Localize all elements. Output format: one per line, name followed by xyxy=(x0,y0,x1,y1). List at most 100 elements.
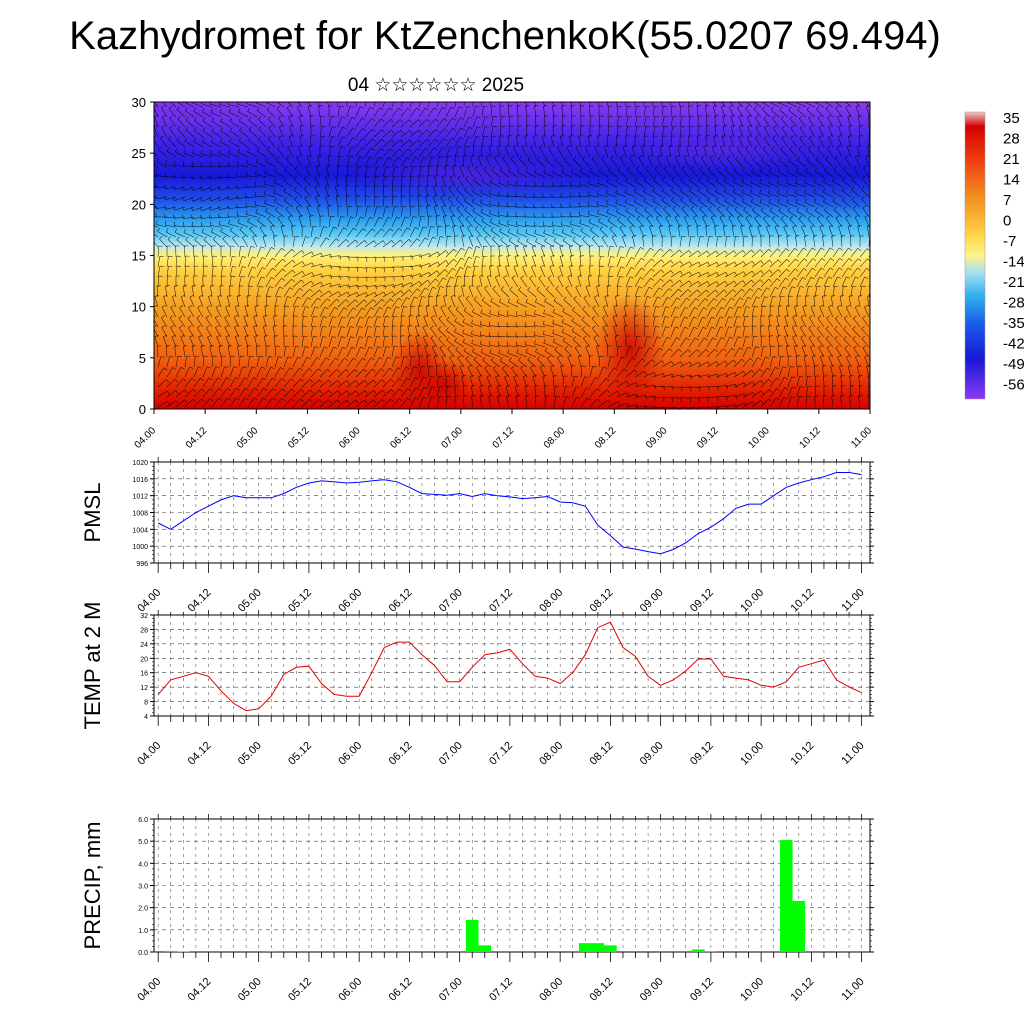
wind-barb-feather xyxy=(160,135,164,139)
wind-barb xyxy=(841,247,849,258)
wind-barb-feather xyxy=(585,285,590,288)
wind-barb xyxy=(391,239,401,248)
wind-barb xyxy=(211,245,213,258)
wind-barb xyxy=(184,366,190,378)
wind-barb-feather xyxy=(360,216,365,219)
wind-barb xyxy=(760,296,765,308)
wind-barb-feather xyxy=(690,165,694,170)
wind-barb-feather xyxy=(483,135,488,138)
wind-barb xyxy=(215,307,222,318)
wind-barb xyxy=(498,345,510,348)
wind-barb xyxy=(742,381,753,388)
wind-barb-feather xyxy=(297,105,302,108)
wind-barb-feather xyxy=(825,156,829,160)
wind-barb-feather xyxy=(350,326,355,328)
wind-barb xyxy=(229,366,234,378)
wind-barb xyxy=(527,159,537,168)
wind-barb-feather xyxy=(164,195,166,200)
wind-barb xyxy=(634,180,645,188)
wind-barb xyxy=(716,169,726,178)
wind-barb-feather xyxy=(242,266,247,268)
wind-barb-feather xyxy=(586,397,591,401)
wind-barb-feather xyxy=(515,385,520,387)
wind-barb-feather xyxy=(853,165,857,169)
wind-barb-feather xyxy=(340,216,345,218)
wind-barb-feather xyxy=(185,126,189,130)
wind-barb-feather xyxy=(523,375,527,377)
wind-barb-feather xyxy=(273,315,278,317)
wind-barb-feather xyxy=(532,255,537,257)
wind-barb xyxy=(732,191,744,198)
wind-barb xyxy=(661,190,672,198)
wind-barb-feather xyxy=(309,379,313,383)
wind-barb xyxy=(415,336,420,348)
wind-barb-feather xyxy=(656,215,660,218)
wind-barb-feather xyxy=(376,325,381,328)
wind-barb-feather xyxy=(714,115,719,117)
wind-barb xyxy=(430,327,438,338)
wind-barb xyxy=(579,102,582,108)
wind-barb xyxy=(814,286,818,298)
wind-barb-feather xyxy=(261,276,266,279)
wind-barb xyxy=(382,389,392,398)
wind-barb-feather xyxy=(440,96,444,97)
wind-barb xyxy=(670,374,682,378)
wind-barb xyxy=(572,339,582,348)
wind-barb xyxy=(373,316,378,328)
wind-barb xyxy=(220,397,228,408)
wind-barb xyxy=(868,385,870,398)
wind-barb-feather xyxy=(787,207,791,212)
wind-barb xyxy=(373,326,377,338)
wind-barb xyxy=(391,228,399,238)
wind-barb xyxy=(479,386,483,398)
wind-barb-feather xyxy=(219,102,221,105)
wind-barb-feather xyxy=(690,235,695,238)
wind-barb-feather xyxy=(830,258,835,261)
wind-barb-feather xyxy=(571,317,575,322)
wind-barb xyxy=(265,388,274,398)
wind-barb xyxy=(445,137,453,148)
wind-barb xyxy=(826,147,834,158)
wind-barb xyxy=(688,271,699,278)
wind-barb-feather xyxy=(355,390,359,395)
wind-barb-feather xyxy=(468,116,473,120)
wind-barb xyxy=(679,374,691,378)
wind-barb-feather xyxy=(851,176,856,180)
wind-barb xyxy=(225,336,231,348)
wind-barb xyxy=(557,277,564,288)
wind-barb xyxy=(668,146,672,158)
wind-barb xyxy=(534,106,537,118)
wind-barb xyxy=(220,121,231,128)
wind-barb xyxy=(688,396,700,399)
wind-barb xyxy=(201,246,204,258)
wind-barb xyxy=(201,153,213,158)
wind-barb xyxy=(427,261,438,268)
wind-barb-feather xyxy=(487,275,492,277)
wind-barb xyxy=(526,126,528,138)
wind-barb xyxy=(688,236,692,248)
wind-barb-feather xyxy=(473,356,477,360)
wind-barb-feather xyxy=(535,237,538,242)
wind-barb xyxy=(748,226,753,238)
wind-barb-feather xyxy=(281,247,285,251)
wind-barb-feather xyxy=(161,115,166,118)
wind-barb xyxy=(535,301,546,308)
wind-barb xyxy=(751,296,757,308)
wind-barb xyxy=(684,216,690,228)
wind-barb-feather xyxy=(811,355,816,357)
wind-barb-feather xyxy=(299,135,304,137)
wind-barb xyxy=(516,352,528,358)
wind-barb-feather xyxy=(851,196,855,200)
wind-barb-feather xyxy=(497,341,499,346)
wind-barb xyxy=(679,406,691,409)
wind-barb xyxy=(382,107,390,118)
wind-barb xyxy=(798,118,807,128)
wind-barb xyxy=(570,223,582,228)
wind-barb-feather xyxy=(594,295,599,298)
wind-barb xyxy=(436,226,439,238)
wind-barb xyxy=(641,146,645,158)
wind-barb-feather xyxy=(310,389,314,393)
wind-barb xyxy=(825,108,834,118)
wind-barb xyxy=(705,226,708,238)
wind-barb xyxy=(161,127,168,138)
